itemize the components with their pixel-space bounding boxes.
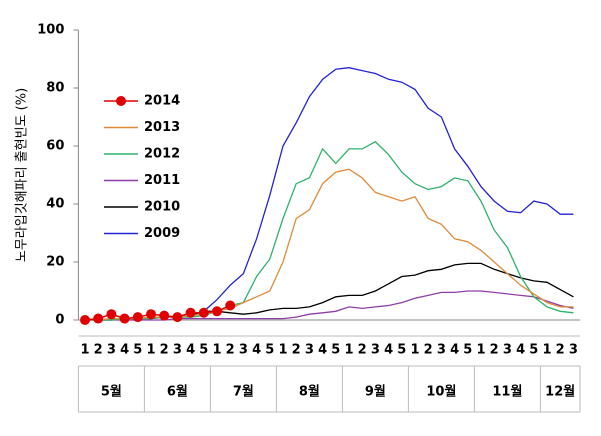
x-tick-label: 5 [199,343,208,358]
month-label: 7월 [233,384,254,400]
x-tick-label: 5 [529,343,538,358]
y-axis-label: 노무라입깃해파리 출현빈도 (%) [15,88,30,262]
series-marker [93,313,104,324]
month-label: 12월 [545,384,575,400]
legend-marker [116,96,126,106]
y-tick-label: 40 [46,197,64,212]
series-marker [146,309,156,320]
series-marker [159,310,170,321]
month-label: 5월 [101,384,122,400]
series-marker [198,307,209,318]
x-tick-label: 4 [384,343,393,358]
x-tick-label: 4 [450,343,459,358]
y-tick-label: 20 [46,255,64,270]
x-tick-label: 2 [424,343,433,358]
x-tick-label: 2 [94,343,103,358]
month-label: 6월 [167,384,188,400]
x-tick-label: 4 [186,343,195,358]
x-tick-label: 4 [516,343,525,358]
legend-label: 2013 [144,120,180,135]
x-tick-label: 3 [569,343,578,358]
legend-label: 2009 [144,226,180,241]
x-tick-label: 1 [476,343,485,358]
x-tick-label: 2 [226,343,235,358]
x-tick-label: 5 [265,343,274,358]
x-tick-label: 3 [371,343,380,358]
x-tick-label: 2 [292,343,301,358]
x-tick-label: 1 [80,343,89,358]
x-tick-label: 5 [397,343,406,358]
x-tick-label: 3 [437,343,446,358]
x-tick-label: 3 [107,343,116,358]
x-tick-label: 3 [503,343,512,358]
month-label: 9월 [365,384,386,400]
x-tick-label: 2 [556,343,565,358]
series-marker [172,312,183,323]
month-label: 8월 [299,384,320,400]
series-marker [132,312,143,323]
month-label: 11월 [492,384,522,400]
legend-label: 2011 [144,173,180,188]
legend-label: 2012 [144,147,180,162]
x-tick-label: 3 [173,343,182,358]
x-tick-label: 1 [146,343,155,358]
y-tick-label: 60 [46,139,64,154]
x-tick-label: 2 [160,343,169,358]
y-tick-label: 100 [37,23,64,38]
x-tick-label: 4 [252,343,261,358]
legend-label: 2010 [144,200,180,215]
x-tick-label: 1 [410,343,419,358]
x-tick-label: 2 [358,343,367,358]
x-tick-label: 1 [542,343,551,358]
y-tick-label: 80 [46,81,64,96]
series-marker [185,307,196,318]
x-tick-label: 5 [133,343,142,358]
x-tick-label: 5 [331,343,340,358]
x-tick-label: 3 [239,343,248,358]
series-marker [212,306,222,317]
x-tick-label: 1 [212,343,221,358]
month-label: 10월 [426,384,456,400]
x-tick-label: 5 [463,343,472,358]
series-line [85,168,574,321]
x-tick-label: 2 [490,343,499,358]
x-tick-label: 4 [120,343,129,358]
x-tick-label: 4 [318,343,327,358]
series-marker [225,300,236,311]
legend-label: 2014 [144,94,180,109]
x-tick-label: 1 [344,343,353,358]
series-marker [80,315,90,325]
x-tick-label: 1 [278,343,287,358]
y-tick-label: 0 [55,313,64,328]
x-tick-label: 3 [305,343,314,358]
series-marker [106,309,117,320]
series-marker [119,313,130,324]
